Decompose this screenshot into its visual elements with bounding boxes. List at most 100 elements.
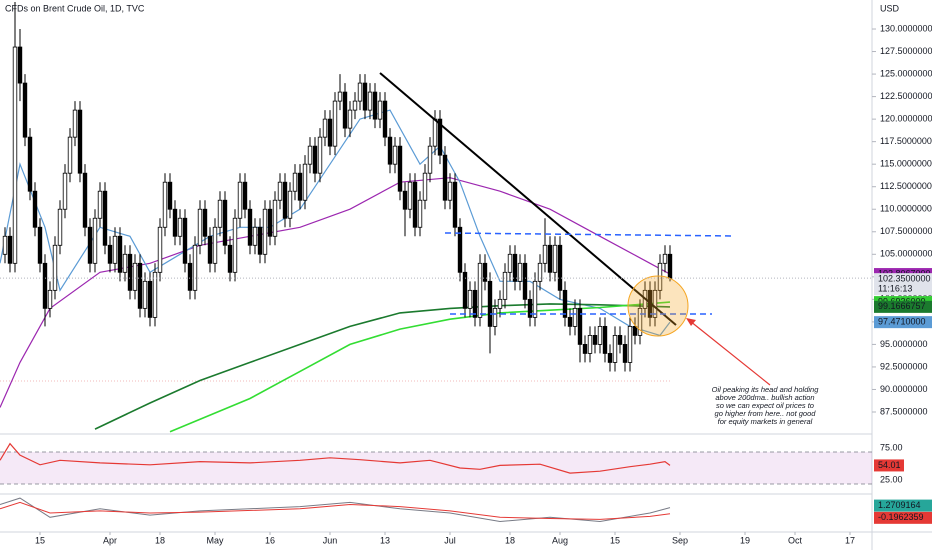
candle-body bbox=[267, 208, 273, 237]
candle-body bbox=[252, 226, 258, 246]
candle-body bbox=[422, 172, 428, 201]
candle-body bbox=[307, 145, 313, 165]
candle-body bbox=[562, 289, 568, 318]
candle-body bbox=[127, 253, 133, 291]
candle-body bbox=[507, 253, 513, 273]
candle-body bbox=[42, 262, 48, 309]
price-label-box bbox=[874, 300, 932, 313]
candle-body bbox=[117, 235, 123, 273]
candle-body bbox=[167, 181, 173, 210]
candle-body bbox=[277, 181, 283, 201]
candle-body bbox=[632, 325, 638, 336]
candle-body bbox=[197, 208, 203, 246]
candle-body bbox=[367, 91, 373, 111]
candle-body bbox=[512, 253, 518, 282]
countdown: 11:16:13 bbox=[878, 284, 912, 294]
candle-body bbox=[342, 91, 348, 129]
candle-body bbox=[212, 226, 218, 264]
candle-body bbox=[637, 307, 643, 336]
y-tick-label: 90.0000000 bbox=[880, 384, 928, 394]
candle-body bbox=[247, 208, 253, 246]
arrow-head bbox=[686, 318, 696, 326]
candle-body bbox=[502, 271, 508, 300]
candle-body bbox=[402, 190, 408, 210]
y-tick-label: 120.0000000 bbox=[880, 114, 932, 124]
candle-body bbox=[447, 181, 453, 201]
x-tick-label: Apr bbox=[103, 535, 117, 545]
chart-title: CFDs on Brent Crude Oil, 1D, TVC bbox=[5, 3, 145, 13]
candle-body bbox=[287, 190, 293, 219]
candle-body bbox=[372, 91, 378, 120]
rsi-tick-label: 25.00 bbox=[880, 474, 903, 484]
candle-body bbox=[47, 289, 53, 309]
candle-body bbox=[482, 262, 488, 282]
candle-body bbox=[612, 334, 618, 363]
candle-body bbox=[282, 181, 288, 219]
candle-body bbox=[577, 307, 583, 345]
annotation-line: for equity markets in general bbox=[718, 417, 813, 426]
candle-body bbox=[242, 181, 248, 210]
candle-body bbox=[592, 334, 598, 345]
x-tick-label: May bbox=[206, 535, 224, 545]
candle-body bbox=[152, 271, 158, 318]
rsi-label: 54.01 bbox=[878, 460, 901, 470]
y-tick-label: 117.5000000 bbox=[880, 136, 932, 146]
candle-body bbox=[77, 109, 83, 174]
macd-label-box bbox=[874, 511, 932, 524]
x-tick-label: Sep bbox=[672, 535, 688, 545]
candle-body bbox=[182, 217, 188, 264]
x-tick-label: Jul bbox=[444, 535, 456, 545]
candle-body bbox=[62, 172, 68, 210]
marks bbox=[0, 1, 872, 523]
candle-body bbox=[72, 109, 78, 138]
candle-body bbox=[327, 118, 333, 147]
candle-body bbox=[92, 217, 98, 264]
candle-body bbox=[382, 100, 388, 138]
annotation-line: Oil peaking its head and holding bbox=[712, 385, 820, 394]
candle-body bbox=[57, 208, 63, 246]
candle-body bbox=[292, 172, 298, 192]
candle-body bbox=[87, 226, 93, 264]
candle-body bbox=[132, 262, 138, 291]
candle-body bbox=[537, 262, 543, 282]
candle-body bbox=[622, 344, 628, 363]
moving-average bbox=[94, 303, 671, 430]
candle-body bbox=[667, 253, 673, 279]
candle-body bbox=[257, 226, 263, 255]
candle-body bbox=[102, 190, 108, 246]
candle-body bbox=[427, 145, 433, 174]
candle-body bbox=[657, 262, 663, 291]
candle-body bbox=[237, 181, 243, 219]
axis-unit: USD bbox=[880, 3, 900, 13]
candle-body bbox=[457, 226, 463, 273]
candle-body bbox=[472, 289, 478, 318]
x-tick-label: 15 bbox=[35, 535, 45, 545]
y-tick-label: 122.5000000 bbox=[880, 91, 932, 101]
candle-body bbox=[137, 262, 143, 309]
price-label-box bbox=[874, 316, 932, 329]
candle-body bbox=[227, 244, 233, 273]
candle-body bbox=[442, 154, 448, 201]
price-label: 97.4710000 bbox=[878, 317, 926, 327]
candle-body bbox=[377, 100, 383, 120]
candle-body bbox=[572, 307, 578, 327]
price-label: 99.1666757 bbox=[878, 301, 926, 311]
candle-body bbox=[552, 244, 558, 273]
candle-body bbox=[477, 262, 483, 318]
candle-body bbox=[392, 145, 398, 165]
candle-body bbox=[357, 82, 363, 102]
highlight-circle bbox=[627, 275, 689, 337]
candle-body bbox=[172, 208, 178, 237]
moving-average bbox=[0, 177, 671, 408]
candle-body bbox=[522, 262, 528, 300]
macd-label: 1.2709164 bbox=[878, 500, 921, 510]
x-tick-label: 18 bbox=[155, 535, 165, 545]
candle-body bbox=[207, 235, 213, 264]
macd-line bbox=[0, 501, 671, 520]
candle-body bbox=[467, 289, 473, 309]
candle-body bbox=[12, 46, 18, 264]
candle-body bbox=[407, 181, 413, 210]
last-price-box bbox=[874, 273, 932, 296]
candle-body bbox=[607, 353, 613, 363]
y-tick-label: 95.0000000 bbox=[880, 339, 928, 349]
